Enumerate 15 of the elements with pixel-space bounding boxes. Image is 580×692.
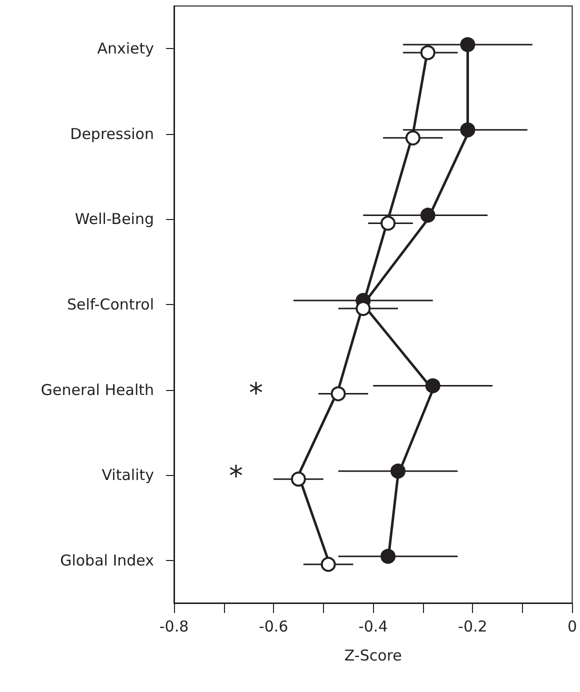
y-tick-label: Vitality: [102, 466, 154, 484]
y-tick-label: Depression: [70, 124, 154, 143]
x-tick-label: -0.4: [358, 618, 388, 636]
x-tick-label: -0.2: [458, 618, 488, 636]
y-tick-label: Well-Being: [74, 210, 154, 228]
annotation: *: [229, 460, 243, 492]
y-tick-label: General Health: [40, 380, 154, 399]
x-tick-label: 0: [567, 618, 577, 636]
y-tick-label: Self-Control: [66, 296, 154, 314]
y-tick-label: Anxiety: [97, 40, 154, 58]
x-tick-label: -0.8: [159, 618, 189, 636]
x-axis-title: Z-Score: [344, 646, 402, 664]
x-tick-label: -0.6: [258, 618, 288, 636]
annotation: *: [249, 376, 263, 410]
y-tick-label: Global Index: [60, 551, 154, 570]
